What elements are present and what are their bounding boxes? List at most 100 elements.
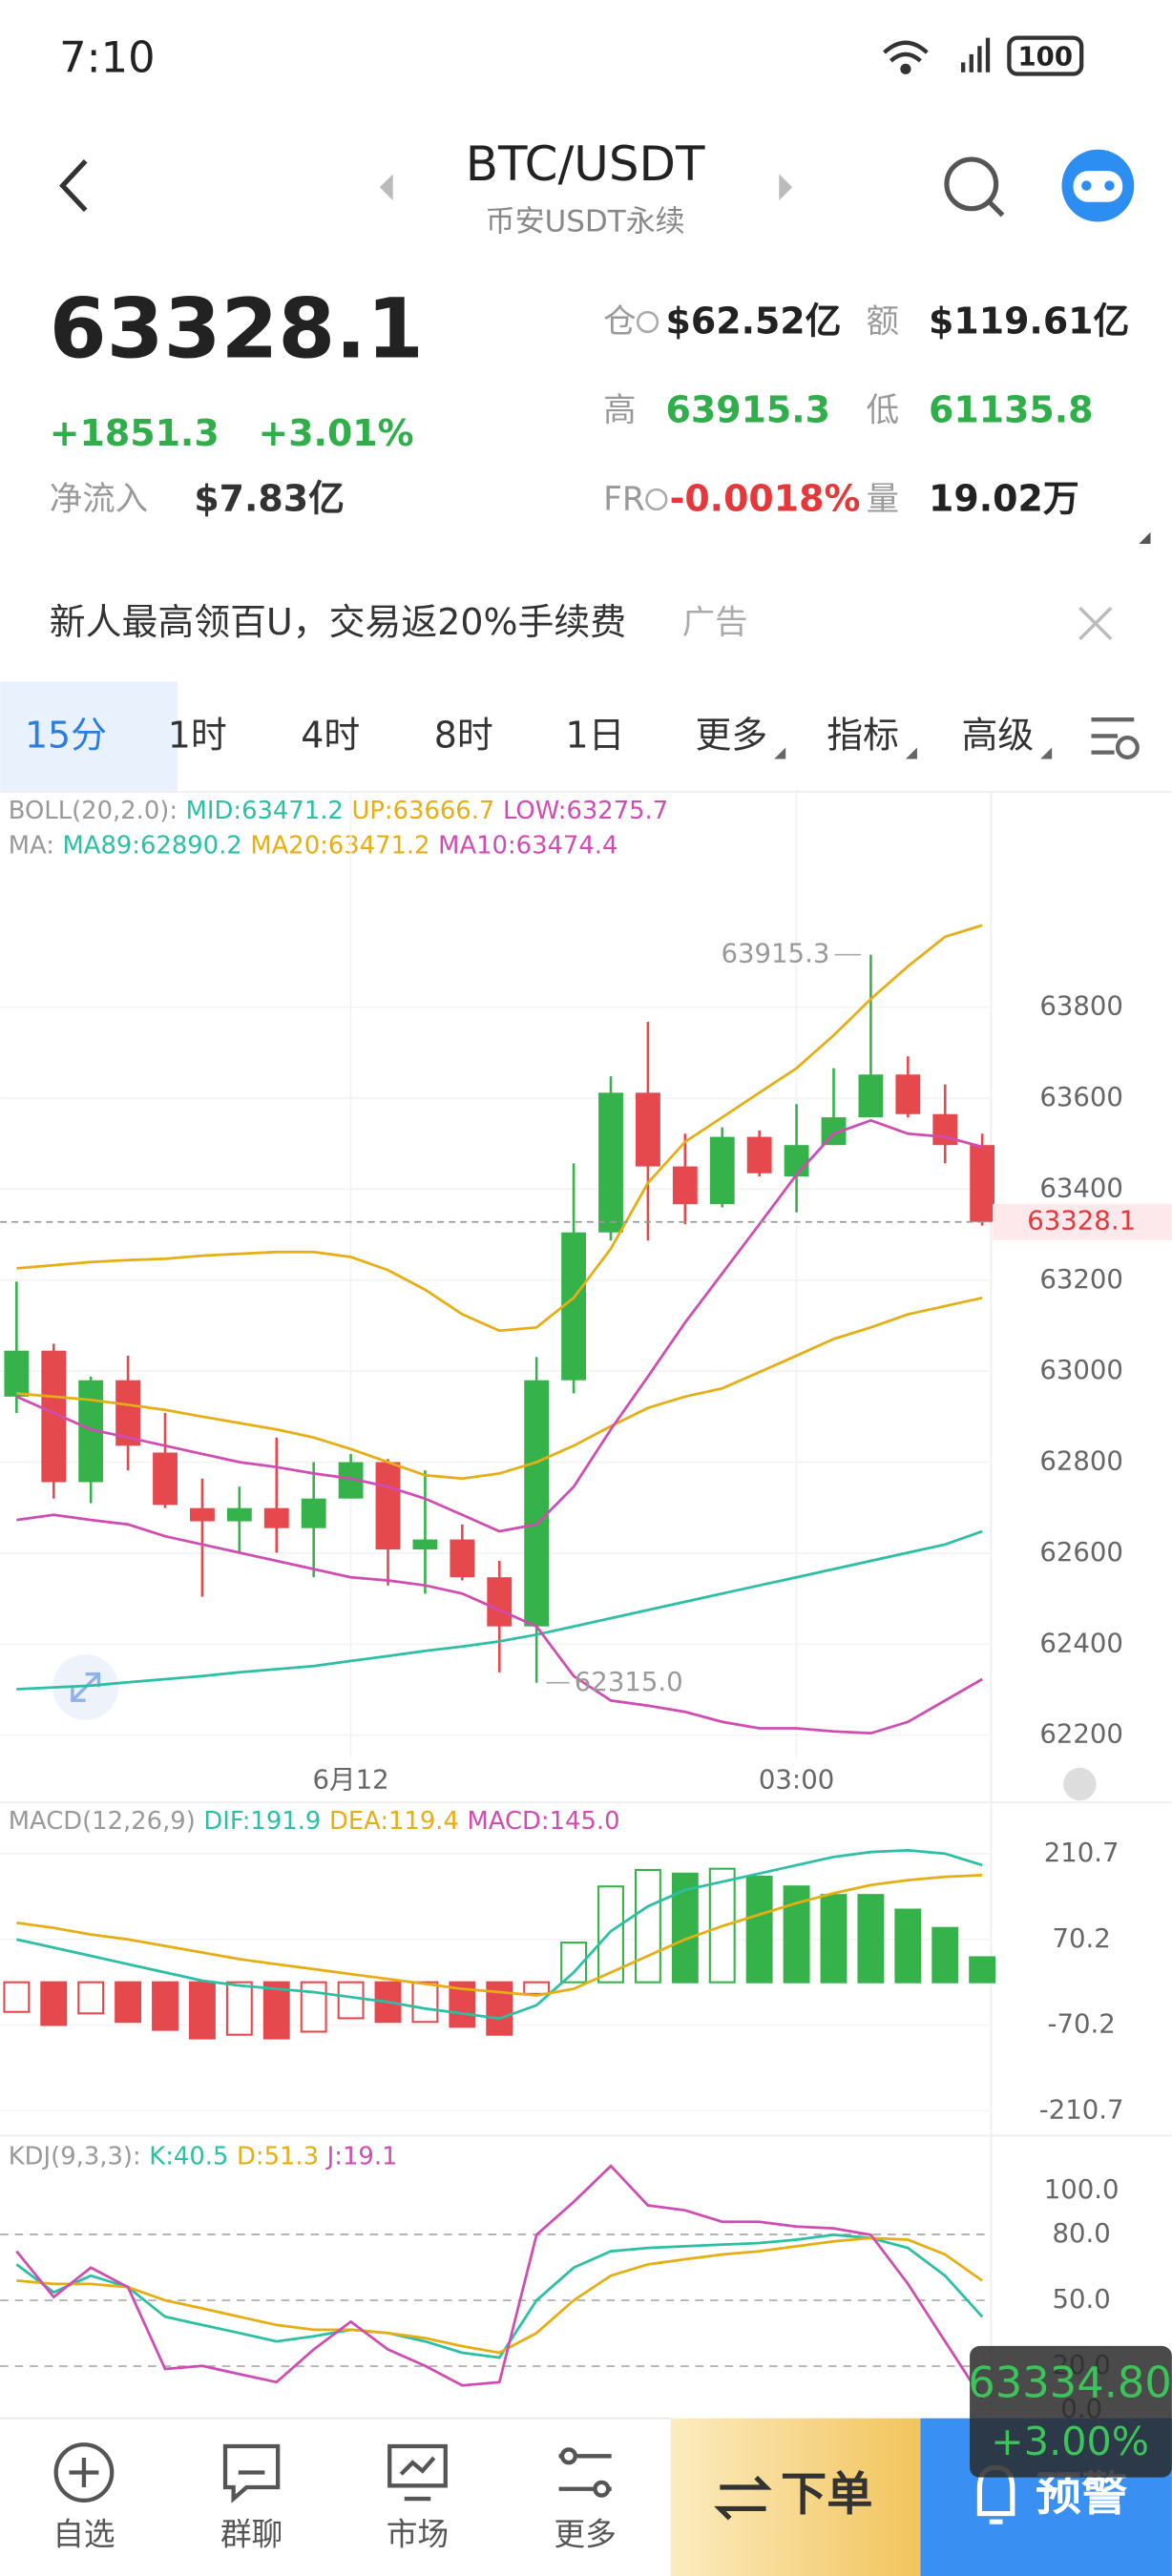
y-tick-label: 63800 <box>1039 991 1123 1022</box>
legend-item: DIF:191.9 <box>203 1807 321 1836</box>
interval-tab[interactable]: 4时 <box>301 715 360 757</box>
nav-item[interactable]: 更多 <box>554 2517 616 2553</box>
y-tick-label: 62800 <box>1039 1446 1123 1477</box>
chat-icon <box>222 2443 281 2503</box>
stat-label: 高 <box>603 392 636 430</box>
assistant-face <box>1073 171 1123 202</box>
macd-bar <box>671 1872 699 1984</box>
candle-body <box>263 1507 289 1528</box>
y-tick-label: 63400 <box>1039 1173 1123 1203</box>
macd-bar <box>634 1868 661 1984</box>
macd-bar <box>745 1875 773 1984</box>
fullscreen-icon <box>71 1672 101 1702</box>
floating-ticker[interactable] <box>970 2345 1172 2478</box>
macd-bar <box>820 1894 848 1984</box>
y-tick-label: 80.0 <box>1052 2218 1110 2249</box>
nav-item[interactable]: 群聊 <box>220 2517 283 2553</box>
macd-bar <box>523 1981 551 1995</box>
macd-bar <box>708 1867 736 1984</box>
y-tick-label: -210.7 <box>1039 2094 1124 2125</box>
banner-text[interactable]: 新人最高领百U，交易返20%手续费 <box>50 601 626 643</box>
floating-price: 63334.80 <box>968 2357 1172 2407</box>
indicator-line <box>15 2233 984 2359</box>
candle-body <box>524 1380 550 1627</box>
back-button[interactable] <box>59 158 88 213</box>
indicator-line <box>16 1849 983 2021</box>
signal-icon <box>961 37 991 73</box>
more-knob <box>593 2480 611 2498</box>
status-time: 7:10 <box>59 32 156 83</box>
prev-symbol[interactable] <box>379 174 393 201</box>
last-price-label: 63328.1 <box>1027 1206 1136 1236</box>
candle-body <box>970 1145 995 1222</box>
banner-tag: 广告 <box>682 604 748 642</box>
stat-label: FR <box>603 481 645 519</box>
chart-settings[interactable] <box>1091 717 1140 759</box>
settings-gear <box>1115 735 1140 759</box>
candle-body <box>301 1498 326 1528</box>
battery-icon <box>1007 35 1084 76</box>
stat-value: 19.02万 <box>929 478 1079 520</box>
search-button[interactable] <box>944 156 1005 218</box>
interval-tab[interactable]: 更多 <box>696 715 768 757</box>
assistant-button[interactable] <box>1061 149 1135 222</box>
y-tick-label: 210.7 <box>1044 1838 1120 1868</box>
macd-bar <box>597 1885 624 1984</box>
legend-item: MA20:63471.2 <box>250 831 429 860</box>
interval-tab[interactable]: 高级 <box>961 715 1034 757</box>
symbol-subtitle: 币安USDT永续 <box>486 205 685 239</box>
macd-bar <box>969 1956 996 1984</box>
stat-value: 61135.8 <box>929 389 1094 431</box>
watchlist-plus <box>69 2458 99 2488</box>
legend-item: K:40.5 <box>149 2142 228 2171</box>
interval-tab[interactable]: 指标 <box>827 715 899 757</box>
info-icon[interactable] <box>645 488 668 511</box>
interval-tab[interactable]: 1时 <box>168 715 227 757</box>
candle-body <box>784 1145 809 1177</box>
status-icons <box>883 35 1084 76</box>
interval-tab[interactable]: 15分 <box>25 715 107 757</box>
interval-tab[interactable]: 8时 <box>434 715 493 757</box>
candle-body <box>598 1092 623 1233</box>
interval-tabs: 15分 1时 4时 8时 1日 更多 指标 高级 <box>25 715 1053 759</box>
macd-bar <box>188 1981 216 2040</box>
macd-bar <box>857 1894 885 1984</box>
indicator-line <box>16 924 983 1333</box>
order-label: 下单 <box>781 2467 872 2521</box>
candle-body <box>412 1539 438 1550</box>
wifi-dot <box>900 63 911 74</box>
legend-item: MID:63471.2 <box>186 797 344 825</box>
indicator-line <box>16 1874 983 1997</box>
y-tick-label: -70.2 <box>1048 2009 1116 2040</box>
banner-close[interactable] <box>1078 606 1113 641</box>
next-symbol[interactable] <box>779 174 793 201</box>
y-tick-label: 62600 <box>1039 1537 1123 1568</box>
macd-bar <box>77 1981 105 2015</box>
more-knob <box>559 2447 577 2465</box>
macd-bar <box>411 1981 439 2024</box>
legend-item: DEA:119.4 <box>329 1807 459 1836</box>
stat-value: $119.61亿 <box>929 301 1129 343</box>
symbol-title: BTC/USDT <box>466 136 705 192</box>
scroll-latest[interactable] <box>1063 1767 1097 1801</box>
legend-item: KDJ(9,3,3): <box>9 2142 141 2171</box>
nav-item[interactable]: 自选 <box>52 2517 115 2553</box>
candle-body <box>450 1539 475 1578</box>
netflow-value: $7.83亿 <box>194 478 345 520</box>
nav-icons <box>53 2442 612 2503</box>
order-button[interactable] <box>670 2418 921 2576</box>
info-icon[interactable] <box>636 310 659 334</box>
candle-body <box>636 1092 660 1167</box>
x-tick-label: 03:00 <box>759 1765 834 1796</box>
nav-item[interactable]: 市场 <box>387 2517 449 2553</box>
candle-body <box>746 1136 772 1174</box>
battery-level: 100 <box>1018 41 1074 72</box>
y-tick-label: 62200 <box>1039 1719 1123 1750</box>
interval-tab[interactable]: 1日 <box>565 715 624 757</box>
settings-lines <box>1091 717 1135 755</box>
legend-item: UP:63666.7 <box>351 797 494 825</box>
indicator-line <box>16 1529 983 1691</box>
legend-item: D:51.3 <box>237 2142 319 2171</box>
stat-label: 量 <box>867 481 899 519</box>
